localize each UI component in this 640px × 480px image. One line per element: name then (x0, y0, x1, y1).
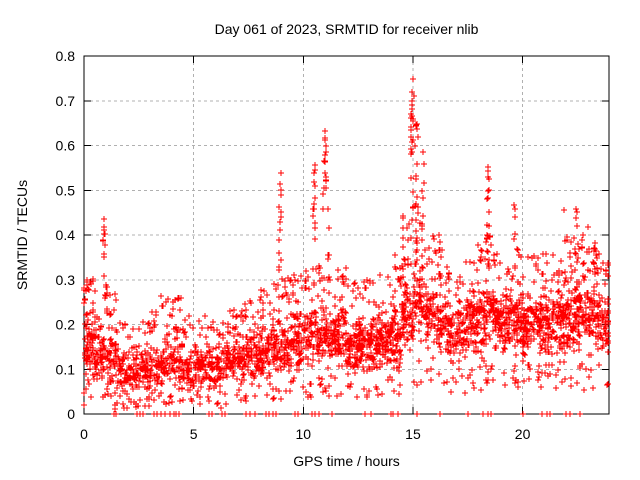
x-tick-label: 15 (405, 426, 421, 442)
y-tick-label: 0.8 (56, 48, 76, 64)
y-tick-label: 0.1 (56, 361, 76, 377)
y-tick-label: 0.3 (56, 272, 76, 288)
y-tick-label: 0.7 (56, 93, 76, 109)
x-axis-label: GPS time / hours (293, 453, 400, 469)
x-tick-label: 20 (515, 426, 531, 442)
data-points (81, 76, 611, 417)
y-tick-label: 0.6 (56, 138, 76, 154)
x-tick-label: 10 (296, 426, 312, 442)
x-tick-label: 5 (190, 426, 198, 442)
y-tick-label: 0 (67, 406, 75, 422)
y-tick-label: 0.4 (56, 227, 76, 243)
chart-title: Day 061 of 2023, SRMTID for receiver nli… (214, 21, 479, 37)
y-tick-label: 0.2 (56, 317, 76, 333)
y-tick-label: 0.5 (56, 182, 76, 198)
x-tick-label: 0 (80, 426, 88, 442)
